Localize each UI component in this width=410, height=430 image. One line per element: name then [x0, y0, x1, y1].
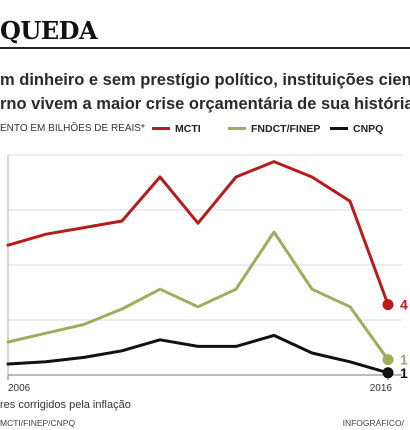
endpoint-label-mcti: 4: [400, 297, 408, 313]
chart-title: QUEDA: [0, 14, 410, 49]
series-line-mcti: [6, 160, 390, 307]
legend-swatch-cnpq: [330, 126, 348, 130]
legend-item-mcti: MCTI: [152, 123, 201, 135]
title-rule: [0, 47, 410, 49]
series-line-fndct-finep: [6, 230, 390, 362]
endpoint-marker-cnpq: [382, 367, 394, 379]
title-text: QUEDA: [0, 16, 98, 45]
footnote: res corrigidos pela inflação: [0, 399, 131, 411]
legend-swatch-fndct-finep: [228, 126, 246, 130]
legend-item-fndct-finep: FNDCT/FINEP: [228, 123, 320, 135]
endpoint-marker-mcti: [382, 299, 394, 311]
endpoint-label-cnpq: 1: [400, 365, 408, 381]
credit: INFOGRÁFICO/: [342, 418, 404, 428]
endpoint-marker-fndct-finep: [382, 354, 394, 366]
x-tick-label: 2016: [370, 383, 393, 394]
endpoint-label-fndct-finep: 1: [400, 352, 408, 368]
legend-label-cnpq: CNPQ: [353, 123, 384, 135]
legend-item-cnpq: CNPQ: [330, 123, 383, 135]
subtitle-line-1: m dinheiro e sem prestígio político, ins…: [0, 71, 410, 89]
line-chart: 2006 2016 4 11: [6, 154, 408, 394]
unit-label: ENTO EM BILHÕES DE REAIS*: [0, 123, 145, 134]
x-tick-label: 2006: [8, 383, 31, 394]
legend-label-mcti: MCTI: [175, 123, 201, 135]
subtitle: m dinheiro e sem prestígio político, ins…: [0, 68, 410, 116]
legend-swatch-mcti: [152, 126, 170, 130]
source: MCTI/FINEP/CNPQ: [0, 418, 76, 428]
series-line-cnpq: [6, 333, 390, 375]
subtitle-line-2: rno vivem a maior crise orçamentária de …: [0, 95, 410, 113]
legend-label-fndct-finep: FNDCT/FINEP: [251, 123, 321, 135]
